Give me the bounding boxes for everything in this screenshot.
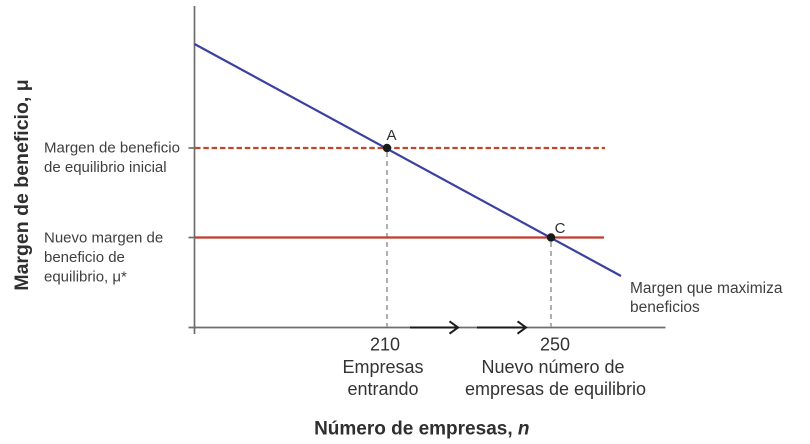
svg-text:Número de empresas, n: Número de empresas, n — [314, 419, 529, 440]
svg-text:A: A — [386, 127, 396, 144]
svg-text:Margen de beneficio: Margen de beneficio — [44, 139, 180, 156]
svg-text:beneficios: beneficios — [630, 299, 700, 316]
svg-text:de equilibrio inicial: de equilibrio inicial — [44, 159, 167, 176]
svg-text:entrando: entrando — [347, 379, 418, 399]
svg-text:equilibrio, μ*: equilibrio, μ* — [44, 268, 127, 285]
svg-text:Nuevo margen de: Nuevo margen de — [44, 229, 163, 246]
svg-text:C: C — [555, 220, 566, 237]
svg-text:Nuevo número de: Nuevo número de — [481, 357, 624, 377]
svg-text:Margen que maximiza: Margen que maximiza — [630, 280, 783, 297]
svg-text:Empresas: Empresas — [342, 357, 423, 377]
svg-text:beneficio de: beneficio de — [44, 249, 125, 266]
svg-text:empresas de equilibrio: empresas de equilibrio — [465, 379, 646, 399]
svg-text:250: 250 — [540, 334, 570, 354]
svg-text:210: 210 — [370, 334, 400, 354]
svg-text:Margen de beneficio, μ: Margen de beneficio, μ — [11, 79, 33, 290]
